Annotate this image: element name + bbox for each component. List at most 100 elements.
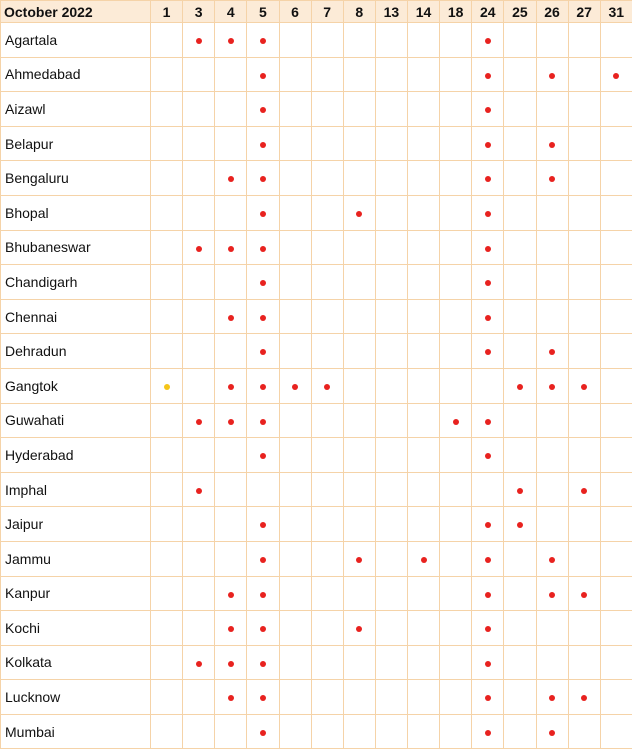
red-dot-icon bbox=[484, 107, 491, 114]
day-cell bbox=[374, 264, 409, 300]
day-cell bbox=[503, 22, 537, 58]
red-dot-icon bbox=[516, 384, 523, 391]
day-cell bbox=[599, 575, 632, 612]
red-dot-icon bbox=[549, 176, 556, 183]
day-cell bbox=[149, 333, 184, 369]
city-name: Aizawl bbox=[0, 91, 151, 127]
day-cell bbox=[599, 160, 632, 196]
day-cell bbox=[535, 575, 569, 612]
day-cell bbox=[149, 194, 184, 231]
day-cell bbox=[567, 333, 601, 369]
day-cell bbox=[503, 679, 537, 715]
table-body: Agartala Ahmedabad Aizawl Belapur Bengaluru B… bbox=[0, 22, 632, 750]
day-cell bbox=[246, 644, 280, 681]
red-dot-icon bbox=[484, 418, 491, 425]
day-cell bbox=[278, 713, 312, 750]
day-cell bbox=[503, 91, 537, 127]
day-cell bbox=[535, 540, 569, 577]
day-cell bbox=[471, 264, 505, 300]
city-name: Imphal bbox=[0, 471, 151, 508]
day-cell bbox=[439, 22, 473, 58]
red-dot-icon bbox=[195, 660, 202, 667]
red-dot-icon bbox=[484, 522, 491, 529]
day-cell bbox=[567, 610, 601, 646]
red-dot-icon bbox=[227, 591, 234, 598]
day-cell bbox=[439, 194, 473, 231]
day-cell bbox=[599, 264, 632, 300]
day-cell bbox=[246, 540, 280, 577]
day-cell bbox=[503, 437, 537, 473]
day-cell bbox=[278, 56, 312, 93]
day-cell bbox=[342, 160, 376, 196]
red-dot-icon bbox=[516, 522, 523, 529]
day-cell bbox=[599, 506, 632, 542]
day-cell bbox=[374, 56, 409, 93]
day-cell bbox=[149, 610, 184, 646]
table-row: Imphal bbox=[0, 471, 632, 508]
day-cell bbox=[149, 713, 184, 750]
day-cell bbox=[599, 333, 632, 369]
day-cell bbox=[310, 367, 344, 404]
day-cell bbox=[567, 229, 601, 266]
day-cell bbox=[310, 194, 344, 231]
table-row: Gangtok bbox=[0, 367, 632, 404]
day-cell bbox=[182, 402, 216, 439]
day-cell bbox=[149, 540, 184, 577]
red-dot-icon bbox=[484, 280, 491, 287]
day-cell bbox=[310, 22, 344, 58]
day-cell bbox=[471, 333, 505, 369]
day-cell bbox=[406, 229, 441, 266]
day-cell bbox=[182, 56, 216, 93]
day-cell bbox=[149, 679, 184, 715]
day-cell bbox=[246, 22, 280, 58]
day-cell bbox=[374, 506, 409, 542]
city-name: Lucknow bbox=[0, 679, 151, 715]
day-cell bbox=[471, 506, 505, 542]
day-cell bbox=[535, 402, 569, 439]
day-header: 6 bbox=[278, 0, 312, 23]
day-cell bbox=[599, 298, 632, 335]
day-cell bbox=[503, 713, 537, 750]
day-cell bbox=[406, 22, 441, 58]
day-cell bbox=[374, 229, 409, 266]
day-cell bbox=[439, 679, 473, 715]
day-cell bbox=[342, 540, 376, 577]
day-cell bbox=[182, 22, 216, 58]
day-cell bbox=[471, 194, 505, 231]
red-dot-icon bbox=[549, 141, 556, 148]
red-dot-icon bbox=[292, 384, 299, 391]
day-cell bbox=[342, 125, 376, 162]
red-dot-icon bbox=[549, 729, 556, 736]
city-name: Guwahati bbox=[0, 402, 151, 439]
red-dot-icon bbox=[484, 695, 491, 702]
day-cell bbox=[567, 506, 601, 542]
red-dot-icon bbox=[484, 38, 491, 45]
day-cell bbox=[439, 125, 473, 162]
red-dot-icon bbox=[259, 176, 266, 183]
day-cell bbox=[471, 367, 505, 404]
table-header: October 2022 1 3 4 5 6 7 8 13 14 18 24 25 26 27 31 bbox=[0, 0, 632, 23]
day-cell bbox=[374, 298, 409, 335]
table-row: Chennai bbox=[0, 298, 632, 335]
day-cell bbox=[214, 194, 248, 231]
day-cell bbox=[374, 160, 409, 196]
day-cell bbox=[535, 298, 569, 335]
day-cell bbox=[149, 229, 184, 266]
red-dot-icon bbox=[227, 245, 234, 252]
day-cell bbox=[503, 298, 537, 335]
table-row: Guwahati bbox=[0, 402, 632, 439]
day-cell bbox=[182, 264, 216, 300]
table-row: Bengaluru bbox=[0, 160, 632, 196]
red-dot-icon bbox=[259, 349, 266, 356]
day-cell bbox=[310, 298, 344, 335]
day-cell bbox=[246, 264, 280, 300]
day-cell bbox=[149, 298, 184, 335]
day-cell bbox=[471, 540, 505, 577]
day-cell bbox=[278, 22, 312, 58]
day-header: 3 bbox=[182, 0, 216, 23]
day-cell bbox=[374, 125, 409, 162]
day-cell bbox=[374, 540, 409, 577]
day-cell bbox=[214, 644, 248, 681]
day-cell bbox=[214, 506, 248, 542]
day-cell bbox=[374, 22, 409, 58]
